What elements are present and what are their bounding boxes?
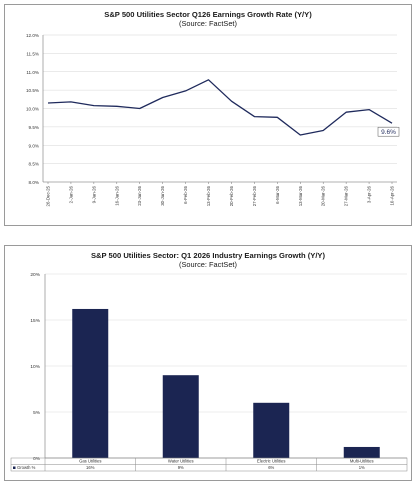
table-value: 16% xyxy=(86,465,95,470)
y-tick-label: 8.0% xyxy=(29,180,39,185)
bar xyxy=(253,402,290,458)
category-label: Water Utilities xyxy=(168,459,194,464)
y-tick-label: 0% xyxy=(33,456,41,462)
table-value: 9% xyxy=(178,465,184,470)
legend-swatch xyxy=(13,466,16,469)
x-tick-label: 3-Apr-26 xyxy=(367,185,372,203)
line-chart-svg: 8.0% 8.5% 9.0% 9.5% 10.0% 10.5% 11.0% 11.5% 12.0… xyxy=(26,33,400,207)
x-tick-label: 20-Mar-26 xyxy=(321,185,326,206)
x-tick-label: 6-Feb-26 xyxy=(183,185,188,203)
y-tick-label: 10.5% xyxy=(26,88,39,93)
y-tick-label: 10% xyxy=(30,364,40,370)
line-chart-panel: S&P 500 Utilities Sector Q126 Earnings G… xyxy=(4,4,412,226)
y-tick-label: 11.0% xyxy=(26,70,39,75)
x-tick-label: 13-Mar-26 xyxy=(298,185,303,206)
category-label: Electric Utilities xyxy=(257,459,285,464)
category-label: Multi-Utilities xyxy=(350,459,374,464)
y-tick-label: 9.5% xyxy=(29,125,39,130)
line-chart-title: S&P 500 Utilities Sector Q126 Earnings G… xyxy=(104,10,312,19)
x-tick-label: 2-Jan-26 xyxy=(68,185,73,203)
x-tick-label: 9-Jan-26 xyxy=(91,185,96,203)
legend-label: Growth % xyxy=(17,465,36,470)
bar-chart-title: S&P 500 Utilities Sector: Q1 2026 Indust… xyxy=(90,251,326,260)
y-tick-label: 10.0% xyxy=(26,107,39,112)
end-value-box xyxy=(377,126,400,137)
x-tick-label: 13-Feb-26 xyxy=(206,185,211,206)
table-value: 6% xyxy=(268,465,274,470)
x-tick-label: 20-Feb-26 xyxy=(229,185,234,206)
series-line xyxy=(47,79,393,136)
bar-chart-subtitle: (Source: FactSet) xyxy=(179,260,237,269)
x-tick-label: 6-Mar-26 xyxy=(275,185,280,203)
x-tick-label: 23-Jan-26 xyxy=(137,185,142,205)
category-label: Gas Utilities xyxy=(79,459,101,464)
x-tick-label: 30-Jan-26 xyxy=(160,185,165,205)
y-tick-label: 11.5% xyxy=(26,51,39,56)
end-value-label: 9.6% xyxy=(381,129,396,136)
x-tick-label: 16-Jan-26 xyxy=(114,185,119,205)
y-tick-label: 8.5% xyxy=(29,162,39,167)
x-tick-label: 27-Mar-26 xyxy=(344,185,349,206)
table-value: 1% xyxy=(359,465,365,470)
y-tick-label: 15% xyxy=(30,318,40,324)
y-tick-label: 9.0% xyxy=(29,143,39,148)
y-tick-label: 12.0% xyxy=(26,33,39,38)
bar-chart-panel: S&P 500 Utilities Sector: Q1 2026 Indust… xyxy=(4,245,412,481)
bar xyxy=(162,375,199,458)
line-chart-subtitle: (Source: FactSet) xyxy=(179,19,237,28)
bar xyxy=(343,446,380,458)
x-tick-label: 27-Feb-26 xyxy=(252,185,257,206)
x-tick-label: 10-Apr-26 xyxy=(390,185,395,205)
y-tick-label: 5% xyxy=(33,410,41,416)
y-tick-label: 20% xyxy=(30,272,40,278)
bar xyxy=(72,308,109,458)
x-tick-label: 26-Dec-25 xyxy=(46,185,51,206)
